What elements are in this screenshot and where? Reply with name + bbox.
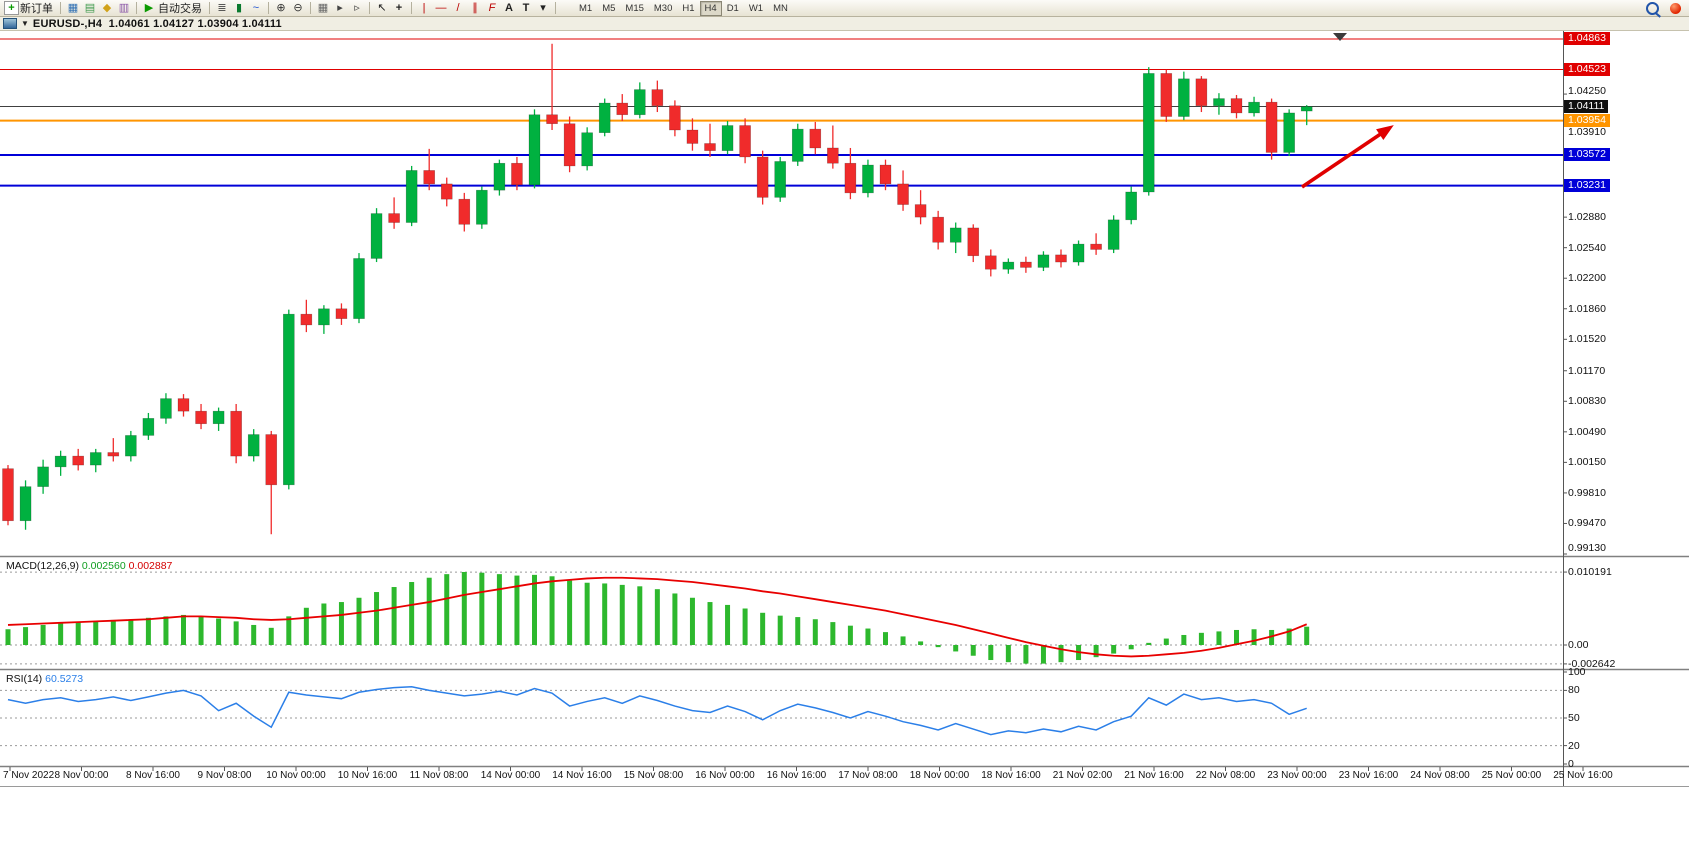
tile-windows-icon[interactable]: ▦ <box>317 2 329 14</box>
toolbar-separator <box>268 2 269 14</box>
macd-main-value: 0.002560 <box>81 560 126 572</box>
chart-background <box>0 31 1689 786</box>
crosshair-icon[interactable]: + <box>395 2 403 14</box>
timeframe-button-mn[interactable]: MN <box>773 2 788 14</box>
autotrading-button[interactable]: ▶ 自动交易 <box>141 0 205 16</box>
bar-chart-icon[interactable]: ≣ <box>217 2 227 14</box>
chart-shift-marker <box>1333 33 1347 41</box>
navigator-icon[interactable]: ◆ <box>102 2 112 14</box>
market-watch-icon[interactable]: ▦ <box>67 2 79 14</box>
new-order-icon: + <box>4 1 19 15</box>
autotrading-play-icon: ▶ <box>144 2 154 14</box>
main-toolbar: + 新订单 ▦ ▤ ◆ ▥ ▶ 自动交易 ≣ ▮ ~ ⊕ ⊖ ▦ ▸ ▹ ↖ +… <box>0 0 1689 17</box>
window-menu-icon[interactable]: ▼ <box>21 19 29 28</box>
timeframe-button-m15[interactable]: M15 <box>625 2 644 14</box>
timeframe-button-h4[interactable]: H4 <box>699 0 722 16</box>
macd-histogram <box>5 571 1310 664</box>
zoom-out-icon[interactable]: ⊖ <box>293 2 303 14</box>
search-icon[interactable] <box>1646 1 1659 15</box>
text-label-icon[interactable]: T <box>522 2 530 14</box>
autotrading-label: 自动交易 <box>158 3 202 15</box>
trendline-icon[interactable]: / <box>456 2 460 14</box>
line-chart-icon[interactable]: ~ <box>252 2 260 14</box>
timeframe-button-d1[interactable]: D1 <box>726 2 739 14</box>
toolbar-separator <box>209 2 210 14</box>
chart-shift-icon[interactable]: ▹ <box>354 2 360 14</box>
data-window-icon[interactable]: ▤ <box>84 2 96 14</box>
alert-icon[interactable] <box>1670 2 1681 14</box>
toolbar-separator <box>369 2 370 14</box>
timeframe-button-m5[interactable]: M5 <box>602 2 616 14</box>
indicator-level-lines <box>0 571 1563 747</box>
macd-indicator-label: MACD(12,26,9) 0.002560 0.002887 <box>6 560 172 572</box>
candles-group <box>2 43 1313 535</box>
timeframe-button-w1[interactable]: W1 <box>748 2 764 14</box>
toolbar-separator <box>310 2 311 14</box>
rsi-name: RSI(14) <box>6 673 43 685</box>
chart-window-titlebar: ▼ EURUSD-,H4 1.04061 1.04127 1.03904 1.0… <box>0 17 1689 31</box>
candlestick-chart-icon[interactable]: ▮ <box>235 2 243 14</box>
timeframe-button-m1[interactable]: M1 <box>579 2 593 14</box>
macd-name: MACD(12,26,9) <box>6 560 79 572</box>
panel-frames <box>0 31 1689 787</box>
new-order-button[interactable]: + 新订单 <box>4 0 56 16</box>
toolbar-separator <box>60 2 61 14</box>
timeframe-button-group: M1 M5 M15 M30 H1 H4 D1 W1 MN <box>574 0 793 16</box>
horizontal-line-icon[interactable]: — <box>435 2 447 14</box>
rsi-line <box>7 685 1307 736</box>
new-order-label: 新订单 <box>20 3 53 15</box>
fibonacci-icon[interactable]: F <box>488 2 496 14</box>
timeframe-button-m30[interactable]: M30 <box>653 2 673 14</box>
toolbar-separator <box>136 2 137 14</box>
text-icon[interactable]: A <box>505 2 513 14</box>
channel-icon[interactable]: ∥ <box>472 2 478 14</box>
toolbar-separator <box>555 2 556 14</box>
arrow-annotation <box>1300 125 1394 189</box>
auto-scroll-icon[interactable]: ▸ <box>337 2 343 14</box>
chart-title: EURUSD-,H4 1.04061 1.04127 1.03904 1.041… <box>32 17 282 30</box>
timeframe-button-h1[interactable]: H1 <box>682 2 695 14</box>
axis-ticks <box>9 93 1584 771</box>
arrows-dropdown-icon[interactable]: ▾ <box>540 2 546 14</box>
rsi-value: 60.5273 <box>45 673 84 685</box>
vertical-line-icon[interactable]: | <box>422 2 426 14</box>
macd-signal-line <box>7 576 1308 658</box>
cursor-icon[interactable]: ↖ <box>377 2 387 14</box>
chart-window-icon <box>3 18 17 29</box>
terminal-icon[interactable]: ▥ <box>118 2 130 14</box>
macd-signal-value: 0.002887 <box>128 560 173 572</box>
rsi-indicator-label: RSI(14) 60.5273 <box>6 673 83 685</box>
zoom-in-icon[interactable]: ⊕ <box>276 2 286 14</box>
toolbar-separator <box>411 2 412 14</box>
